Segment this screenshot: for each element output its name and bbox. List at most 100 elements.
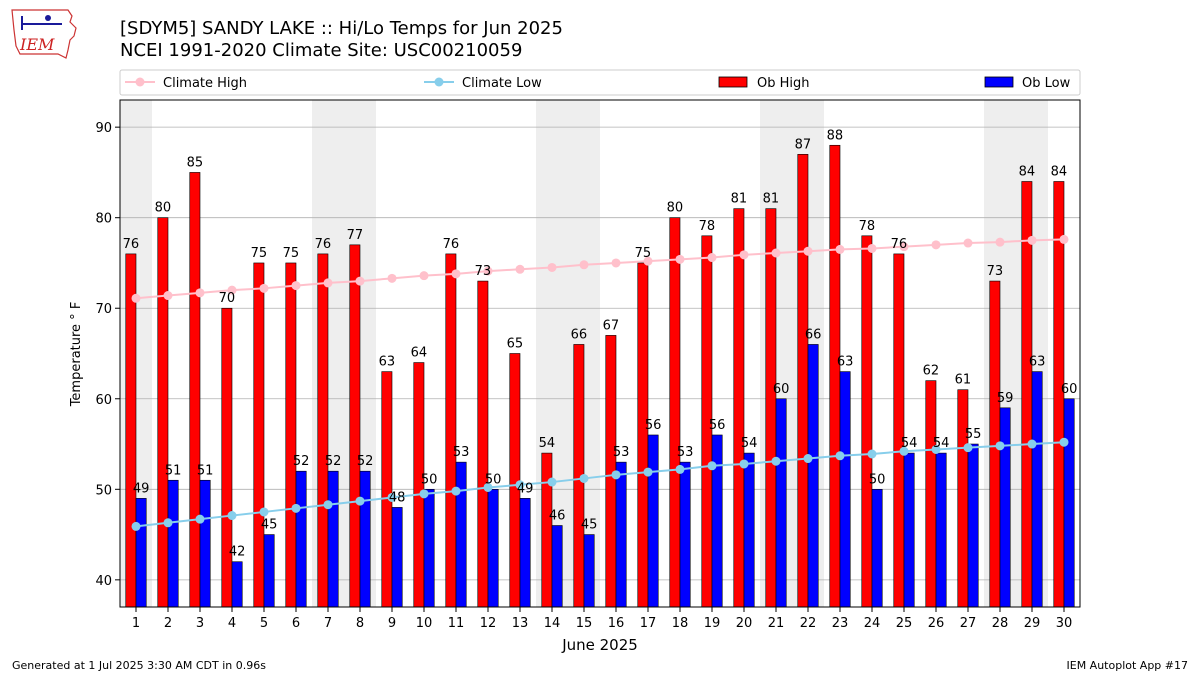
ob-low-label: 49	[133, 481, 150, 496]
x-tick-label: 2	[164, 616, 172, 631]
ob-low-bar	[391, 507, 403, 608]
ob-high-bar	[957, 389, 969, 608]
y-tick-label: 90	[95, 121, 112, 136]
legend-ob-low-label: Ob Low	[1022, 76, 1071, 91]
ob-high-bar	[797, 154, 809, 608]
ob-high-bar	[925, 380, 937, 608]
climate-high-point	[707, 253, 717, 263]
ob-high-label: 73	[987, 264, 1004, 279]
ob-high-label: 65	[507, 337, 524, 352]
ob-high-label: 64	[411, 346, 428, 361]
x-tick-label: 11	[448, 616, 465, 631]
climate-low-point	[611, 470, 621, 480]
ob-low-label: 48	[389, 490, 406, 505]
x-tick-label: 10	[416, 616, 433, 631]
climate-high-point	[643, 256, 653, 266]
ob-high-label: 76	[123, 237, 140, 252]
ob-low-label: 56	[645, 418, 662, 433]
ob-high-label: 88	[827, 128, 844, 143]
x-tick-label: 30	[1056, 616, 1073, 631]
ob-high-bar	[1021, 181, 1033, 608]
ob-low-bar	[231, 561, 243, 608]
climate-high-point	[867, 243, 877, 253]
ob-high-bar	[541, 452, 553, 608]
ob-low-label: 63	[1029, 355, 1046, 370]
x-tick-label: 25	[896, 616, 913, 631]
ob-low-label: 51	[165, 463, 182, 478]
climate-high-point	[1059, 234, 1069, 244]
ob-low-bar	[583, 534, 595, 608]
ob-low-bar	[743, 452, 755, 608]
plot-frame	[119, 99, 1081, 608]
climate-high-point	[579, 260, 589, 270]
legend-box	[119, 69, 1081, 96]
ob-low-bar	[839, 371, 851, 608]
ob-high-label: 66	[571, 327, 588, 342]
ob-high-label: 76	[315, 237, 332, 252]
climate-high-point	[419, 271, 429, 281]
climate-high-point	[739, 250, 749, 260]
x-tick-label: 13	[512, 616, 529, 631]
legend-ob-high-label: Ob High	[757, 76, 810, 91]
ob-high-label: 87	[795, 137, 812, 152]
ob-low-bar	[519, 498, 531, 608]
climate-low-point	[451, 486, 461, 496]
x-axis: 1 2 3 4 5 6 7 8 9 10 11 12 13 14 15 16 17 18 19 20 21 22 23 24 2…	[132, 607, 1072, 631]
ob-low-label: 54	[933, 436, 950, 451]
chart-subtitle: NCEI 1991-2020 Climate Site: USC00210059	[120, 40, 523, 61]
climate-low-point	[291, 503, 301, 513]
climate-low-point	[163, 518, 173, 528]
climate-high-point	[547, 262, 557, 272]
ob-high-label: 78	[859, 219, 876, 234]
x-tick-label: 4	[228, 616, 236, 631]
ob-high-label: 75	[251, 246, 268, 261]
climate-high-point	[931, 240, 941, 250]
y-tick-label: 80	[95, 212, 112, 227]
ob-low-bar	[1063, 398, 1075, 608]
x-tick-label: 3	[196, 616, 204, 631]
climate-low-point	[1059, 437, 1069, 447]
ob-high-bar	[285, 262, 297, 608]
ob-low-bar	[551, 525, 563, 608]
ob-high-bar	[221, 307, 233, 608]
ob-low-label: 50	[869, 472, 886, 487]
ob-high-bar	[669, 217, 681, 608]
ob-low-label: 59	[997, 391, 1014, 406]
ob-low-label: 49	[517, 481, 534, 496]
logo-dot	[45, 15, 51, 21]
ob-low-label: 53	[677, 445, 694, 460]
gridlines	[120, 126, 1080, 581]
ob-high-bar	[253, 262, 265, 608]
ob-high-bar	[381, 371, 393, 608]
climate-high-point	[963, 238, 973, 248]
logo-text: IEM	[19, 35, 55, 54]
ob-high-label: 84	[1019, 164, 1036, 179]
ob-low-label: 45	[261, 518, 278, 533]
climate-low-point	[739, 459, 749, 469]
climate-high-point	[259, 283, 269, 293]
ob-low-label: 66	[805, 327, 822, 342]
ob-high-label: 62	[923, 364, 940, 379]
ob-low-label: 56	[709, 418, 726, 433]
x-tick-label: 26	[928, 616, 945, 631]
ob-low-bar	[775, 398, 787, 608]
ob-low-bar	[999, 407, 1011, 608]
legend: Climate High Climate Low Ob High Ob Low	[119, 69, 1081, 96]
ob-high-label: 61	[955, 373, 972, 388]
ob-low-label: 50	[485, 472, 502, 487]
ob-high-bar	[317, 253, 329, 608]
ob-high-bar	[157, 217, 169, 608]
ob-low-label: 52	[325, 454, 342, 469]
ob-low-bar	[263, 534, 275, 608]
ob-low-label: 51	[197, 463, 214, 478]
ob-high-label: 84	[1051, 164, 1068, 179]
ob-low-label: 52	[357, 454, 374, 469]
climate-high-point	[387, 273, 397, 283]
climate-low-point	[579, 473, 589, 483]
climate-high-point	[899, 242, 909, 252]
y-tick-label: 70	[95, 302, 112, 317]
x-tick-label: 20	[736, 616, 753, 631]
ob-low-bar	[327, 470, 339, 608]
ob-high-bar	[733, 208, 745, 608]
ob-high-bar	[349, 244, 361, 608]
